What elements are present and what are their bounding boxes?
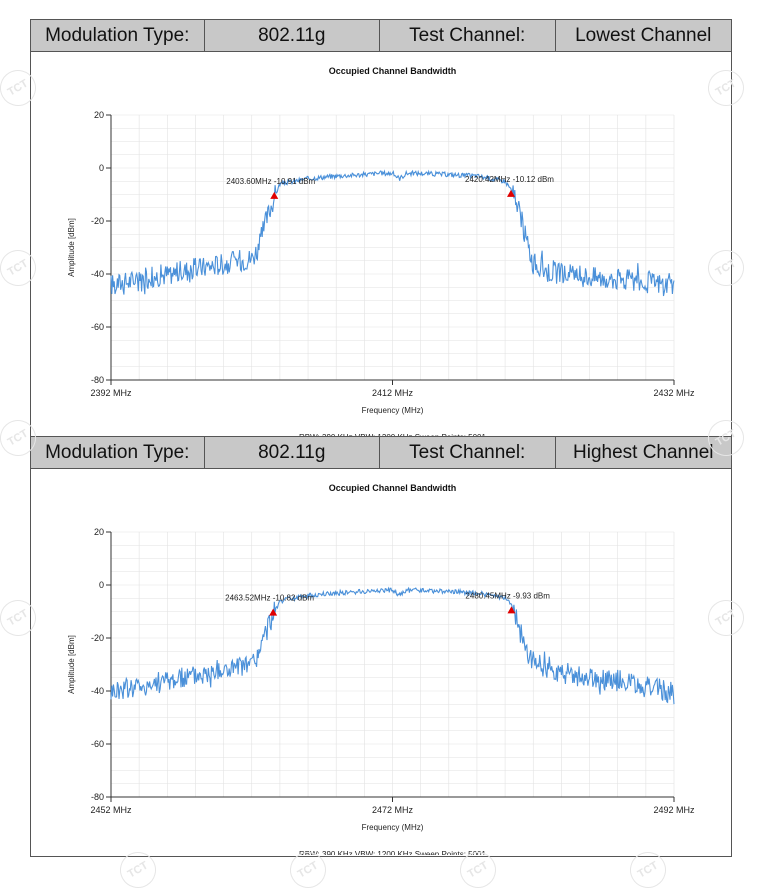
x-tick-label: 2432 MHz: [653, 388, 695, 398]
marker-label: 2420.42MHz -10.12 dBm: [465, 175, 554, 184]
y-axis-label: Amplitude [dBm]: [67, 635, 76, 694]
y-tick-label: -60: [91, 739, 104, 749]
modulation-type-value: 802.11g: [205, 437, 380, 468]
x-tick-label: 2412 MHz: [372, 388, 414, 398]
test-channel-value: Lowest Channel: [575, 24, 712, 46]
marker-label: 2480.45MHz -9.93 dBm: [465, 591, 550, 600]
test-channel-label: Test Channel:: [380, 20, 556, 51]
chart-footer: RBW: 390 KHz VBW: 1200 KHz Sweep Points:…: [299, 850, 486, 855]
y-tick-label: -80: [91, 792, 104, 802]
test-result-panel-highest: Modulation Type: 802.11g Test Channel: H…: [30, 437, 732, 857]
marker-triangle: [269, 608, 278, 616]
x-tick-label: 2392 MHz: [90, 388, 132, 398]
test-result-panel-lowest: Modulation Type: 802.11g Test Channel: L…: [30, 19, 732, 437]
chart-svg: Occupied Channel Bandwidth 20 0 -20 -40 -60 -8…: [67, 483, 695, 855]
chart-svg: Occupied Channel Bandwidth 20 0 -20 -40 -60 -8…: [67, 66, 695, 436]
y-axis-label: Amplitude [dBm]: [67, 218, 76, 277]
modulation-type-value: 802.11g: [205, 20, 380, 51]
y-tick-label: -20: [91, 633, 104, 643]
x-tick-label: 2472 MHz: [372, 805, 414, 815]
x-axis-label: Frequency (MHz): [362, 823, 424, 832]
result-header: Modulation Type: 802.11g Test Channel: L…: [31, 20, 731, 52]
y-tick-label: -20: [91, 216, 104, 226]
y-tick-label: 20: [94, 110, 104, 120]
spectrum-trace: [110, 586, 675, 705]
y-tick-label: 0: [99, 580, 104, 590]
y-tick-label: 20: [94, 527, 104, 537]
occupied-bandwidth-chart-highest: Occupied Channel Bandwidth 20 0 -20 -40 -60 -8…: [31, 469, 731, 855]
chart-title: Occupied Channel Bandwidth: [329, 483, 457, 493]
y-tick-label: -60: [91, 322, 104, 332]
marker-label: 2463.52MHz -10.82 dBm: [225, 594, 314, 603]
y-tick-label: -80: [91, 375, 104, 385]
chart-title: Occupied Channel Bandwidth: [329, 66, 457, 76]
modulation-type-label: Modulation Type:: [31, 437, 205, 468]
marker-triangle: [507, 606, 516, 614]
x-axis-label: Frequency (MHz): [362, 406, 424, 415]
marker-triangle: [507, 189, 516, 197]
test-channel-value: Highest Channel: [573, 441, 714, 463]
y-tick-label: -40: [91, 269, 104, 279]
x-tick-label: 2492 MHz: [653, 805, 695, 815]
test-channel-label: Test Channel:: [380, 437, 556, 468]
marker-label: 2403.60MHz -10.91 dBm: [226, 177, 315, 186]
y-tick-label: 0: [99, 163, 104, 173]
spectrum-trace: [110, 169, 675, 297]
marker-triangle: [270, 191, 279, 199]
modulation-type-label: Modulation Type:: [31, 20, 205, 51]
chart-footer: RBW: 390 KHz VBW: 1200 KHz Sweep Points:…: [299, 433, 486, 436]
x-tick-label: 2452 MHz: [90, 805, 132, 815]
occupied-bandwidth-chart-lowest: Occupied Channel Bandwidth 20 0 -20 -40 -60 -8…: [31, 52, 731, 436]
result-header: Modulation Type: 802.11g Test Channel: H…: [31, 437, 731, 469]
y-tick-label: -40: [91, 686, 104, 696]
